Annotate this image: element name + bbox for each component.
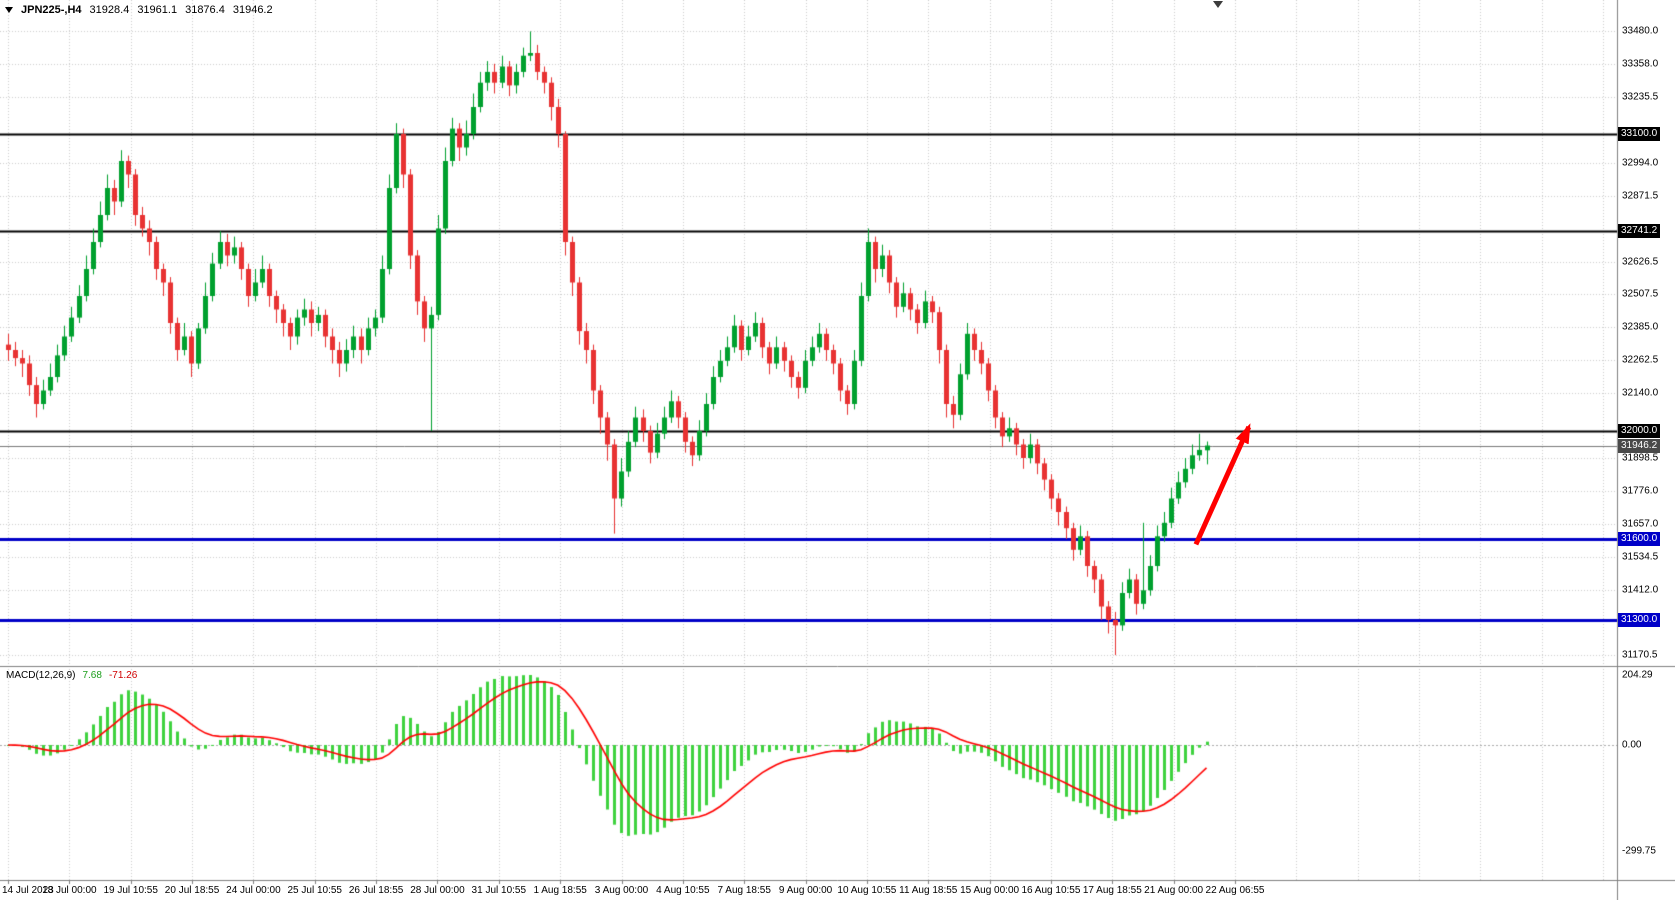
time-tick-label: 15 Aug 00:00 <box>960 885 1020 896</box>
price-tick-label: 31170.5 <box>1622 649 1658 661</box>
price-level-badge: 31300.0 <box>1618 613 1661 627</box>
time-tick-label: 17 Aug 18:55 <box>1082 885 1142 896</box>
price-tick-label: 31898.5 <box>1622 452 1659 464</box>
time-tick-label: 3 Aug 00:00 <box>594 885 649 896</box>
price-tick-label: 32994.0 <box>1622 157 1659 169</box>
ohlc-open: 31928.4 <box>89 4 130 16</box>
time-axis[interactable]: 14 Jul 2023 18 Jul 00:00 19 Jul 10:55 20 Ju… <box>0 881 1675 900</box>
price-level-badge: 31600.0 <box>1618 532 1661 546</box>
price-tick-label: 32871.5 <box>1622 190 1659 202</box>
macd-main-value: 7.68 <box>82 670 102 681</box>
time-tick-label: 31 Jul 10:55 <box>471 885 527 896</box>
time-tick-label: 11 Aug 18:55 <box>899 885 958 896</box>
price-tick-label: 33480.0 <box>1622 25 1659 37</box>
price-tick-label: 31412.0 <box>1622 584 1659 596</box>
price-tick-label: 32385.0 <box>1622 321 1659 333</box>
time-tick-label: 20 Jul 18:55 <box>164 885 220 896</box>
price-tick-label: 31776.0 <box>1622 485 1659 497</box>
trend-arrow-annotation[interactable] <box>1180 395 1340 585</box>
macd-signal-value: -71.26 <box>108 670 138 681</box>
macd-label: MACD(12,26,9) <box>6 670 76 681</box>
price-tick-label: 32626.5 <box>1622 256 1659 268</box>
time-tick-label: 24 Jul 00:00 <box>226 885 281 896</box>
macd-axis-label: -299.75 <box>1622 845 1656 857</box>
price-tick-label: 32140.0 <box>1622 387 1659 399</box>
time-tick-label: 28 Jul 00:00 <box>410 885 465 896</box>
symbol-timeframe-label: JPN225-,H4 <box>21 4 82 16</box>
price-axis[interactable]: 33480.0 33358.0 33235.5 32994.0 32871.5 32626… <box>1617 0 1675 900</box>
price-level-badge: 33100.0 <box>1618 127 1661 141</box>
price-tick-label: 32262.5 <box>1622 354 1659 366</box>
price-tick-label: 33235.5 <box>1622 91 1659 103</box>
one-click-trading-toggle-icon[interactable] <box>5 7 13 13</box>
time-tick-label: 22 Aug 06:55 <box>1205 885 1265 896</box>
macd-axis-label: 0.00 <box>1622 739 1642 751</box>
time-tick-label: 7 Aug 18:55 <box>717 885 771 896</box>
price-tick-label: 31534.5 <box>1622 551 1659 563</box>
ohlc-close: 31946.2 <box>232 4 273 16</box>
price-level-badge: 32741.2 <box>1618 223 1661 238</box>
price-level-badge: 32000.0 <box>1618 424 1661 438</box>
macd-indicator-info: MACD(12,26,9) 7.68 -71.26 <box>6 670 137 681</box>
price-tick-label: 32507.5 <box>1622 288 1659 300</box>
symbol-info: JPN225-,H4 31928.4 31961.1 31876.4 31946… <box>5 4 273 16</box>
ohlc-low: 31876.4 <box>185 4 225 16</box>
price-tick-label: 31657.0 <box>1622 518 1659 530</box>
time-tick-label: 18 Jul 00:00 <box>42 885 97 896</box>
time-tick-label: 16 Aug 10:55 <box>1021 885 1081 896</box>
chart-shift-marker-icon[interactable] <box>1213 1 1223 8</box>
time-tick-label: 25 Jul 10:55 <box>287 885 343 896</box>
time-tick-label: 9 Aug 00:00 <box>778 885 833 896</box>
ohlc-high: 31961.1 <box>137 4 178 16</box>
time-tick-label: 10 Aug 10:55 <box>837 885 897 896</box>
time-tick-label: 1 Aug 18:55 <box>533 885 587 896</box>
current-price-badge: 31946.2 <box>1618 438 1661 453</box>
time-tick-label: 26 Jul 18:55 <box>348 885 404 896</box>
time-tick-label: 4 Aug 10:55 <box>656 885 710 896</box>
macd-axis-label: 204.29 <box>1622 669 1653 681</box>
price-tick-label: 33358.0 <box>1622 58 1659 70</box>
time-tick-label: 19 Jul 10:55 <box>103 885 158 896</box>
time-tick-label: 14 Jul 2023 <box>2 885 54 896</box>
time-tick-label: 21 Aug 00:00 <box>1144 885 1204 896</box>
